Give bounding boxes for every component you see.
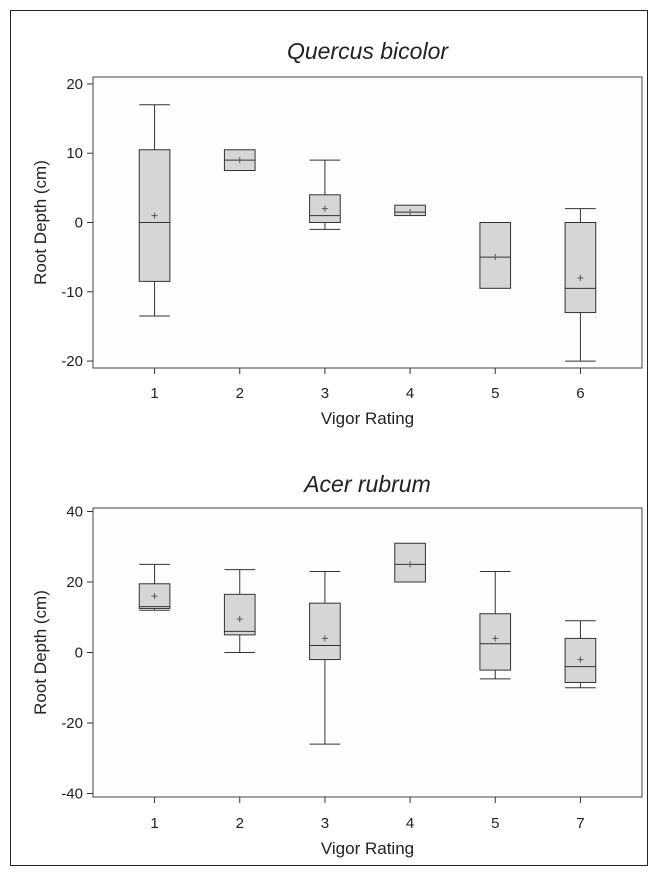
box-7 bbox=[564, 620, 597, 689]
box-2 bbox=[223, 569, 256, 653]
y-tick-label: 40 bbox=[66, 504, 83, 521]
box-3 bbox=[309, 570, 341, 745]
box-6 bbox=[564, 208, 597, 362]
y-tick-label: -10 bbox=[61, 284, 83, 301]
x-tick-label: 4 bbox=[406, 815, 414, 832]
x-axis-label: Vigor Rating bbox=[321, 409, 414, 428]
chart-panel-2: Acer rubrum -40 -20 0 20 40 Root Depth (cm) 1 2 3… bbox=[31, 471, 643, 858]
x-tick-label: 4 bbox=[406, 385, 414, 402]
box-5 bbox=[479, 570, 512, 680]
x-axis-label: Vigor Rating bbox=[321, 839, 414, 858]
x-tick-label: 5 bbox=[491, 385, 499, 402]
y-tick-label: 0 bbox=[75, 215, 83, 232]
x-tick-label: 5 bbox=[491, 815, 499, 832]
x-tick-label: 2 bbox=[236, 385, 244, 402]
box-body bbox=[223, 593, 256, 636]
box-1 bbox=[138, 563, 171, 611]
chart-title: Quercus bicolor bbox=[287, 38, 449, 64]
box-body bbox=[564, 222, 597, 314]
y-tick-label: -20 bbox=[61, 715, 83, 732]
x-tick-label: 7 bbox=[576, 815, 584, 832]
box-body bbox=[479, 613, 512, 671]
box-1 bbox=[138, 104, 171, 317]
x-tick-label: 1 bbox=[150, 815, 158, 832]
y-tick-label: 20 bbox=[66, 76, 83, 93]
x-tick-label: 1 bbox=[150, 385, 158, 402]
y-tick-label: -40 bbox=[61, 785, 83, 802]
box-3 bbox=[309, 159, 341, 230]
x-tick-label: 6 bbox=[576, 385, 584, 402]
box-4 bbox=[394, 204, 426, 217]
plot-area bbox=[92, 507, 643, 798]
chart-panel-1: Quercus bicolor -20 -10 0 10 20 Root Depth (cm… bbox=[31, 38, 643, 428]
x-tick-label: 3 bbox=[321, 815, 329, 832]
y-axis-label: Root Depth (cm) bbox=[31, 160, 50, 285]
y-axis-label: Root Depth (cm) bbox=[31, 590, 50, 715]
y-tick-label: -20 bbox=[61, 353, 83, 370]
plot-area bbox=[92, 76, 643, 369]
box-body bbox=[309, 602, 341, 661]
y-tick-label: 20 bbox=[66, 574, 83, 591]
box-2 bbox=[223, 149, 256, 172]
x-tick-label: 2 bbox=[236, 815, 244, 832]
chart-title: Acer rubrum bbox=[302, 471, 431, 497]
x-tick-label: 3 bbox=[321, 385, 329, 402]
box-4 bbox=[394, 542, 426, 583]
y-tick-label: 10 bbox=[66, 145, 83, 162]
y-tick-label: 0 bbox=[75, 645, 83, 662]
box-5 bbox=[479, 222, 512, 289]
